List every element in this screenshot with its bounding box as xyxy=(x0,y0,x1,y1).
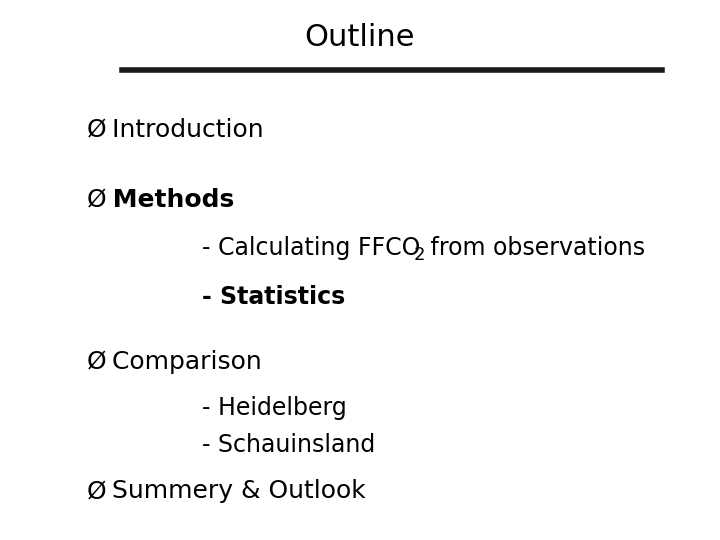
Text: 2: 2 xyxy=(414,246,426,265)
Text: Ø: Ø xyxy=(86,188,106,212)
Text: from observations: from observations xyxy=(423,237,646,260)
Text: Ø: Ø xyxy=(86,480,106,503)
Text: Summery & Outlook: Summery & Outlook xyxy=(104,480,366,503)
Text: - Calculating FFCO: - Calculating FFCO xyxy=(202,237,420,260)
Text: Comparison: Comparison xyxy=(104,350,262,374)
Text: Outline: Outline xyxy=(305,23,415,52)
Text: Methods: Methods xyxy=(104,188,235,212)
Text: - Heidelberg: - Heidelberg xyxy=(202,396,346,420)
Text: - Statistics: - Statistics xyxy=(202,285,345,309)
Text: Ø: Ø xyxy=(86,118,106,141)
Text: Introduction: Introduction xyxy=(104,118,264,141)
Text: - Schauinsland: - Schauinsland xyxy=(202,434,375,457)
Text: Ø: Ø xyxy=(86,350,106,374)
